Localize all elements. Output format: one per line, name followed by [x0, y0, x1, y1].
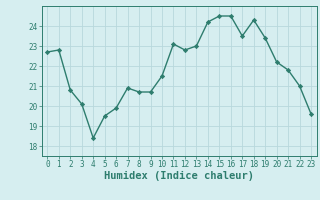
X-axis label: Humidex (Indice chaleur): Humidex (Indice chaleur): [104, 171, 254, 181]
